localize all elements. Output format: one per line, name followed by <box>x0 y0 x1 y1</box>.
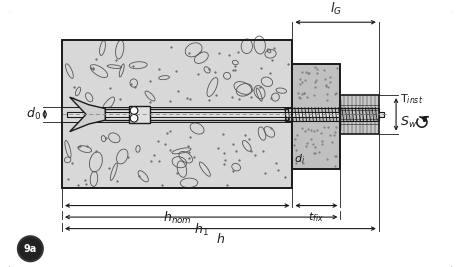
Bar <box>67 112 384 117</box>
Text: h$_{nom}$: h$_{nom}$ <box>163 210 192 226</box>
FancyBboxPatch shape <box>7 9 454 267</box>
Circle shape <box>18 236 43 261</box>
Bar <box>292 64 340 169</box>
Bar <box>105 109 288 120</box>
Text: h$_1$: h$_1$ <box>194 222 209 238</box>
Bar <box>340 95 379 134</box>
FancyBboxPatch shape <box>129 106 150 123</box>
Text: $\circlearrowleft$: $\circlearrowleft$ <box>410 113 431 132</box>
Bar <box>292 64 340 169</box>
Text: t$_{fix}$: t$_{fix}$ <box>308 210 325 224</box>
Text: l$_G$: l$_G$ <box>330 1 342 17</box>
Circle shape <box>130 114 138 122</box>
Bar <box>62 107 292 122</box>
FancyArrowPatch shape <box>420 117 426 121</box>
Text: T$_{inst}$: T$_{inst}$ <box>400 92 423 106</box>
Bar <box>62 40 292 188</box>
Text: h: h <box>217 233 225 246</box>
Text: S$_w$: S$_w$ <box>400 115 417 129</box>
Bar <box>292 64 340 169</box>
Bar <box>62 40 292 188</box>
Text: d$_0$: d$_0$ <box>26 106 41 123</box>
Bar <box>285 108 379 121</box>
Circle shape <box>130 107 138 114</box>
Text: d$_i$: d$_i$ <box>295 153 306 166</box>
Text: 9a: 9a <box>24 244 37 254</box>
Polygon shape <box>70 97 105 132</box>
